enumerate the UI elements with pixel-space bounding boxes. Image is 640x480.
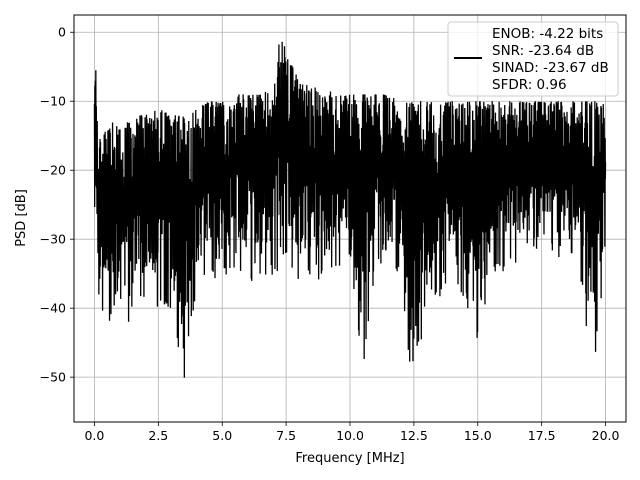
y-tick-label: −40 <box>40 301 66 316</box>
x-tick-label: 12.5 <box>400 428 428 443</box>
x-tick-label: 5.0 <box>212 428 232 443</box>
y-tick-label: −50 <box>40 370 66 385</box>
legend-sfdr: SFDR: 0.96 <box>492 77 567 93</box>
x-axis-ticks: 0.0 2.5 5.0 7.5 10.0 12.5 15.0 17.5 20.0 <box>84 422 620 443</box>
legend-box <box>447 21 619 97</box>
legend-enob: ENOB: -4.22 bits <box>492 26 603 42</box>
x-tick-label: 17.5 <box>528 428 556 443</box>
y-tick-label: 0 <box>58 25 66 40</box>
psd-trace <box>93 41 607 378</box>
x-axis-label: Frequency [MHz] <box>295 451 404 466</box>
psd-series-line <box>93 41 607 378</box>
x-tick-label: 10.0 <box>336 428 364 443</box>
legend: ENOB: -4.22 bits SNR: -23.64 dB SINAD: -… <box>447 21 619 97</box>
legend-sinad: SINAD: -23.67 dB <box>492 60 609 76</box>
y-tick-label: −30 <box>40 232 66 247</box>
y-tick-label: −10 <box>40 94 66 109</box>
legend-snr: SNR: -23.64 dB <box>492 43 594 59</box>
y-tick-label: −20 <box>40 163 66 178</box>
x-tick-label: 0.0 <box>84 428 104 443</box>
x-tick-label: 15.0 <box>464 428 492 443</box>
x-tick-label: 20.0 <box>592 428 620 443</box>
y-axis-label: PSD [dB] <box>14 189 29 247</box>
y-axis-ticks: 0 −10 −20 −30 −40 −50 <box>40 25 74 385</box>
x-tick-label: 2.5 <box>148 428 168 443</box>
x-tick-label: 7.5 <box>276 428 296 443</box>
